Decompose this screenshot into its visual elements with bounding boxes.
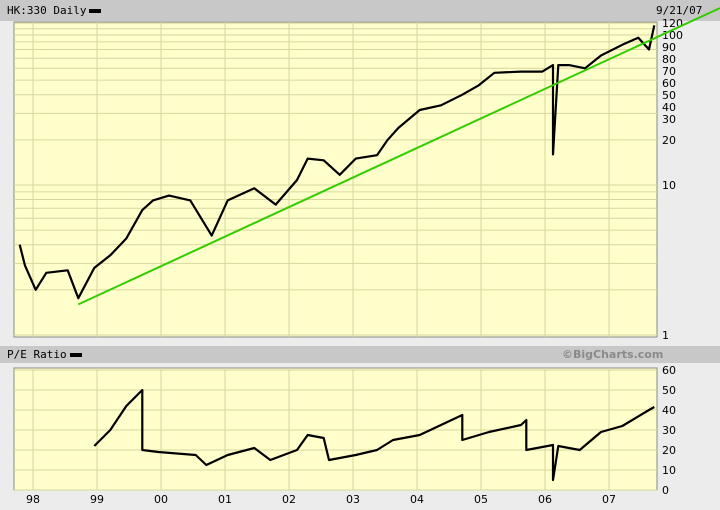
y-tick-label: 60 bbox=[662, 364, 676, 377]
x-tick-label: 04 bbox=[410, 493, 424, 506]
x-tick-label: 99 bbox=[90, 493, 104, 506]
pe-label-text: P/E Ratio bbox=[7, 348, 67, 361]
x-tick-label: 03 bbox=[346, 493, 360, 506]
y-tick-label: 30 bbox=[662, 113, 676, 126]
y-tick-label: 10 bbox=[662, 179, 676, 192]
pe-header: P/E Ratio ©BigCharts.com bbox=[0, 346, 720, 363]
price-header: HK:330 Daily 9/21/07 bbox=[0, 0, 720, 21]
x-tick-label: 07 bbox=[602, 493, 616, 506]
y-tick-label: 30 bbox=[662, 424, 676, 437]
y-tick-label: 40 bbox=[662, 404, 676, 417]
date-label: 9/21/07 bbox=[656, 4, 703, 17]
x-tick-label: 02 bbox=[282, 493, 296, 506]
legend-swatch bbox=[89, 9, 102, 13]
y-tick-label: 40 bbox=[662, 101, 676, 114]
x-tick-label: 98 bbox=[26, 493, 40, 506]
y-tick-label: 90 bbox=[662, 41, 676, 54]
y-tick-label: 20 bbox=[662, 134, 676, 147]
symbol-text: HK:330 Daily bbox=[7, 4, 87, 17]
x-tick-label: 06 bbox=[538, 493, 552, 506]
y-tick-label: 10 bbox=[662, 464, 676, 477]
pe-panel-series-line bbox=[93, 388, 655, 482]
y-tick-label: 20 bbox=[662, 444, 676, 457]
y-tick-label: 50 bbox=[662, 384, 676, 397]
x-tick-label: 05 bbox=[474, 493, 488, 506]
legend-swatch bbox=[69, 353, 82, 357]
pe-label: P/E Ratio bbox=[7, 348, 82, 361]
price-panel-series-line bbox=[18, 25, 656, 300]
x-tick-label: 00 bbox=[154, 493, 168, 506]
x-tick-label: 01 bbox=[218, 493, 232, 506]
bigcharts-watermark: ©BigCharts.com bbox=[562, 348, 664, 361]
trendline bbox=[77, 7, 720, 306]
y-tick-label: 70 bbox=[662, 65, 676, 78]
y-tick-label: 80 bbox=[662, 53, 676, 66]
pe-panel: 60 50 40 30 20 10 0 bbox=[13, 364, 676, 497]
y-tick-label: 0 bbox=[662, 484, 669, 497]
y-tick-label: 60 bbox=[662, 77, 676, 90]
y-tick-label: 50 bbox=[662, 89, 676, 102]
symbol-label: HK:330 Daily bbox=[7, 4, 102, 17]
y-tick-label: 1 bbox=[662, 329, 669, 342]
